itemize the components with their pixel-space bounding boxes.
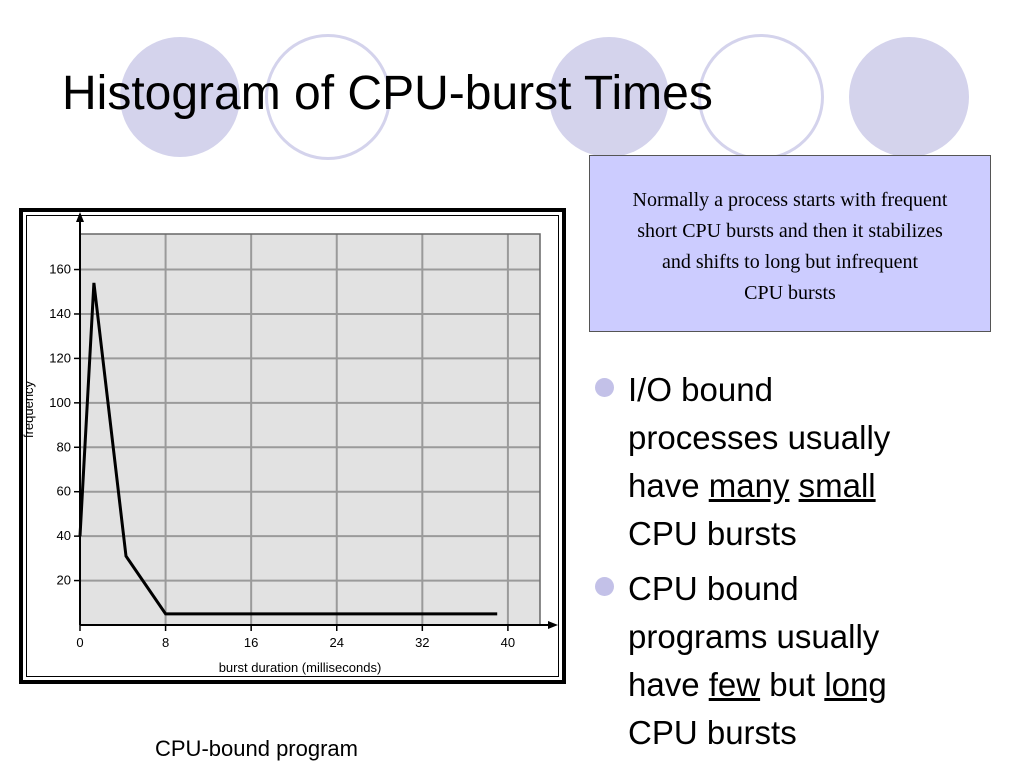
slide-title: Histogram of CPU-burst Times bbox=[62, 67, 713, 120]
bullet-text: but bbox=[769, 666, 816, 703]
emphasis-text: few bbox=[708, 666, 761, 703]
callout-line: short CPU bursts and then it stabilizes bbox=[637, 220, 943, 242]
callout-line: and shifts to long but infrequent bbox=[661, 251, 919, 273]
y-tick-label: 80 bbox=[57, 439, 71, 454]
emphasis-text: many bbox=[708, 467, 790, 504]
series-line bbox=[78, 282, 498, 616]
y-tick-label: 100 bbox=[49, 395, 71, 410]
y-tick-label: 140 bbox=[49, 306, 71, 321]
emphasis-text: long bbox=[824, 666, 887, 703]
bullet-text: processes usually bbox=[628, 419, 891, 456]
bullet-dot-icon bbox=[595, 577, 614, 596]
chart-caption: CPU-bound program bbox=[155, 736, 358, 761]
y-tick-label: 40 bbox=[57, 528, 71, 543]
y-tick-label: 20 bbox=[57, 573, 71, 588]
bullet-text: CPU bursts bbox=[628, 714, 797, 751]
decorative-circle bbox=[549, 37, 669, 157]
decorative-circle bbox=[265, 34, 391, 160]
x-tick-label: 24 bbox=[330, 635, 344, 650]
x-tick-label: 8 bbox=[162, 635, 169, 650]
plot-border bbox=[80, 233, 541, 625]
bullet-text: have bbox=[628, 666, 700, 703]
bullet-text: have bbox=[628, 467, 700, 504]
chart-frame: 0 8 16 24 32 40 20 40 60 80 100 120 140 160 burst dura… bbox=[19, 208, 566, 684]
bullet-text: CPU bound bbox=[628, 570, 799, 607]
callout-line: Normally a process starts with frequent bbox=[632, 189, 948, 211]
bullet-dot-icon bbox=[595, 378, 614, 397]
plot-area bbox=[80, 234, 540, 625]
x-tick-label: 40 bbox=[501, 635, 515, 650]
decorative-circle bbox=[698, 34, 824, 160]
histogram-chart: 0 8 16 24 32 40 20 40 60 80 100 120 140 160 burst dura… bbox=[23, 212, 558, 675]
y-tick-label: 120 bbox=[49, 350, 71, 365]
x-tick-label: 16 bbox=[244, 635, 258, 650]
decorative-circle bbox=[849, 37, 969, 157]
callout-box: Normally a process starts with frequent … bbox=[589, 155, 991, 332]
x-axis-label: burst duration (milliseconds) bbox=[219, 660, 382, 675]
x-tick-label: 32 bbox=[415, 635, 429, 650]
callout-line: CPU bursts bbox=[744, 282, 836, 304]
bullet-item-io-bound: I/O bound processes usually have many sm… bbox=[595, 366, 1015, 558]
bullet-list: I/O bound processes usually have many sm… bbox=[595, 366, 1015, 764]
bullet-text: CPU bursts bbox=[628, 515, 797, 552]
chart-inner-border bbox=[26, 215, 559, 677]
decorative-circle bbox=[120, 37, 240, 157]
y-tick-label: 60 bbox=[57, 484, 71, 499]
bullet-item-cpu-bound: CPU bound programs usually have few but … bbox=[595, 565, 1015, 757]
y-axis-label: frequency bbox=[23, 380, 36, 438]
emphasis-text: small bbox=[798, 467, 876, 504]
y-axis-arrow-icon bbox=[76, 212, 84, 222]
y-tick-label: 160 bbox=[49, 262, 71, 277]
bullet-text: I/O bound bbox=[628, 371, 773, 408]
x-axis-arrow-icon bbox=[548, 621, 558, 629]
bullet-text: programs usually bbox=[628, 618, 880, 655]
x-tick-label: 0 bbox=[76, 635, 83, 650]
